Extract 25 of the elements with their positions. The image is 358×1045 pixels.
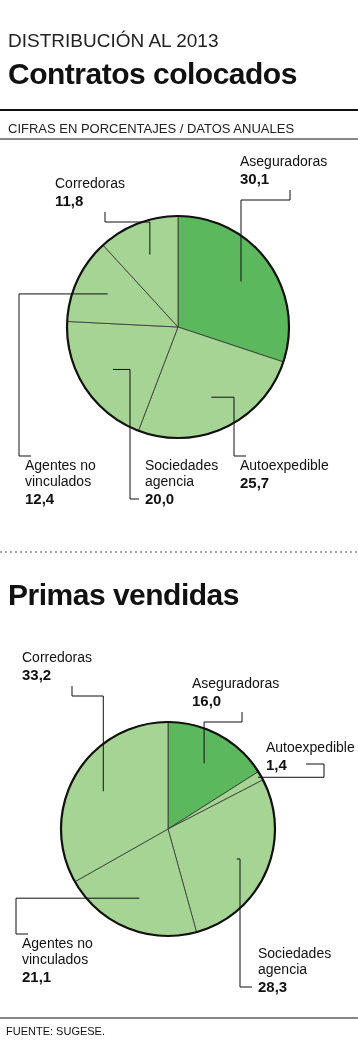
slice-label: Sociedades agencia (145, 457, 219, 489)
chart-title: Contratos colocados (8, 57, 297, 90)
data-label: 1,4 (266, 756, 288, 773)
data-label: 12,4 (25, 490, 55, 507)
slice-label: Aseguradoras (192, 675, 280, 691)
chart-title: Primas vendidas (8, 578, 239, 611)
slice-label: Autoexpedible (266, 739, 355, 755)
slice-label: Sociedades agencia (258, 945, 332, 977)
data-label: 25,7 (240, 474, 270, 491)
slice-label: Aseguradoras (240, 153, 328, 169)
text: CIFRAS EN PORCENTAJES / DATOS ANUALES (8, 121, 295, 136)
slice-label: Corredoras (22, 649, 93, 665)
slice-label: Corredoras (55, 175, 126, 191)
source-note: FUENTE: SUGESE. (6, 1025, 106, 1037)
slice-label: Agentes no vinculados (22, 935, 94, 967)
data-label: 28,3 (258, 978, 288, 995)
slice-label: Autoexpedible (240, 457, 329, 473)
data-label: 21,1 (22, 968, 52, 985)
chart-subtitle: DISTRIBUCIÓN AL 2013 (8, 30, 219, 51)
data-label: 20,0 (145, 490, 175, 507)
data-label: 33,2 (22, 666, 52, 683)
data-label: 11,8 (55, 192, 84, 209)
data-label: 30,1 (240, 170, 270, 187)
data-label: 16,0 (192, 692, 222, 709)
slice-label: Agentes no vinculados (25, 457, 97, 489)
